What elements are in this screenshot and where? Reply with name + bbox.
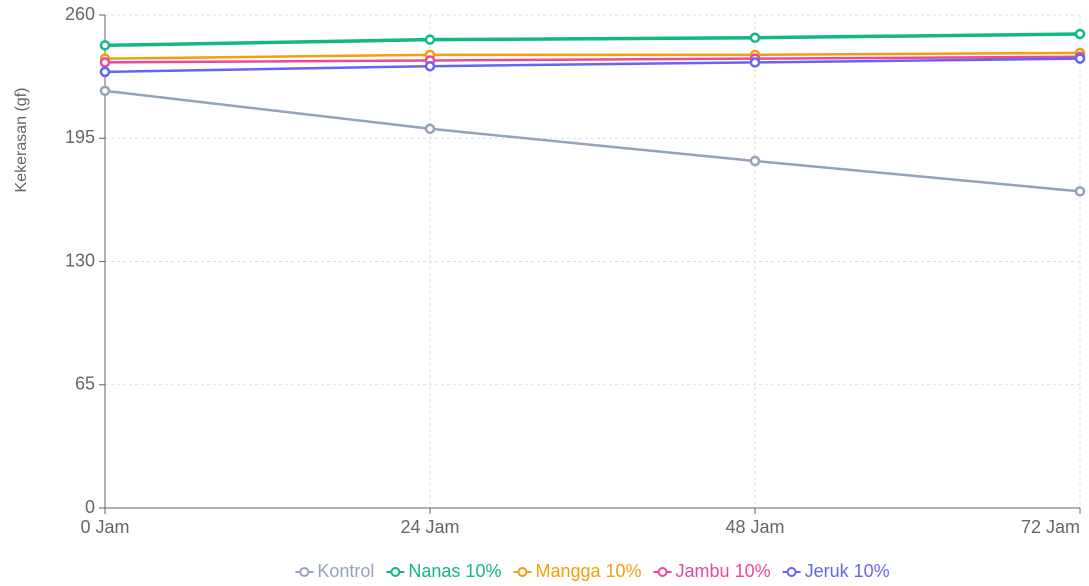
legend-label: Mangga 10% [535,561,641,581]
data-point [424,123,436,135]
series-line [104,89,1081,193]
legend-label: Nanas 10% [408,561,501,581]
legend-item: Jambu 10% [653,561,771,581]
legend-item: Nanas 10% [386,561,501,581]
legend-item: Kontrol [295,561,374,581]
legend-item: Mangga 10% [513,561,642,581]
x-tick-label: 24 Jam [400,517,459,537]
x-tick-label: 0 Jam [80,517,129,537]
data-point [99,66,111,78]
data-point [99,85,111,97]
data-point [99,40,111,51]
y-tick-label: 0 [85,497,95,517]
data-point [1074,53,1086,64]
y-tick-label: 195 [65,127,95,147]
series-line [104,32,1081,48]
data-point [749,32,761,44]
y-tick-label: 65 [75,374,95,394]
data-point [1074,186,1086,197]
legend-label: Jeruk 10% [805,561,890,581]
data-point [424,60,436,72]
legend-marker [517,567,528,577]
legend: Kontrol Nanas 10% Mangga 10% Jambu 10% Jeruk… [295,561,890,581]
x-tick-label: 72 Jam [1021,517,1080,537]
data-point [749,155,761,167]
series-line [104,57,1081,74]
data-point [424,34,436,45]
data-point [749,57,761,68]
legend-marker [657,567,668,577]
y-axis-label: Kekerasan (gf) [13,88,30,193]
data-point [99,57,111,68]
series-line [104,55,1081,64]
legend-label: Jambu 10% [676,561,771,581]
x-tick-label: 48 Jam [725,517,784,537]
legend-item: Jeruk 10% [782,561,890,581]
y-tick-label: 260 [65,4,95,24]
legend-marker [299,567,310,577]
data-point [1074,28,1086,40]
legend-marker [390,567,401,577]
legend-label: Kontrol [317,561,374,581]
y-tick-label: 130 [65,250,95,270]
series-line [104,51,1081,60]
legend-marker [786,567,797,577]
